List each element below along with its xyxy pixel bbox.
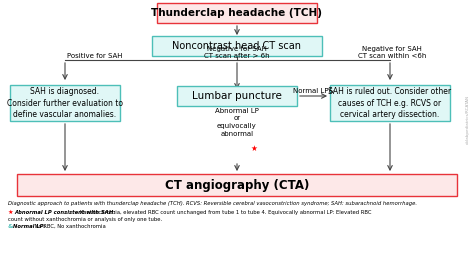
Text: Abnormal LP
or
equivocally
abnormal: Abnormal LP or equivocally abnormal [215,108,259,137]
Text: SAH is ruled out. Consider other
causes of TCH e.g. RCVS or
cervical artery diss: SAH is ruled out. Consider other causes … [328,87,452,118]
Text: CT angiography (CTA): CT angiography (CTA) [165,179,309,192]
Text: Positive for SAH: Positive for SAH [67,53,122,59]
Text: Abnormal LP consistent with SAH:: Abnormal LP consistent with SAH: [14,210,115,215]
FancyBboxPatch shape [152,36,322,56]
Text: No RBC, No xanthochromia: No RBC, No xanthochromia [33,224,106,229]
Text: Normal LP&: Normal LP& [293,88,334,94]
FancyBboxPatch shape [177,86,297,106]
Text: Negative for SAH
CT scan within <6h: Negative for SAH CT scan within <6h [358,46,426,59]
FancyBboxPatch shape [157,3,317,23]
Text: dxlabpediatrics/RCATAN: dxlabpediatrics/RCATAN [466,96,470,145]
Text: SAH is diagnosed.
Consider further evaluation to
define vascular anomalies.: SAH is diagnosed. Consider further evalu… [7,87,123,118]
FancyBboxPatch shape [17,174,457,196]
Text: Lumbar puncture: Lumbar puncture [192,91,282,101]
Text: Noncontrast head CT scan: Noncontrast head CT scan [173,41,301,51]
Text: ★: ★ [251,144,258,153]
Text: Normal LP:: Normal LP: [13,224,46,229]
Text: &: & [8,224,16,229]
Text: Diagnostic approach to patients with thunderclap headache (TCH). RCVS: Reversibl: Diagnostic approach to patients with thu… [8,201,417,206]
Text: count without xanthochromia or analysis of only one tube.: count without xanthochromia or analysis … [8,217,162,222]
FancyBboxPatch shape [10,85,120,121]
Text: Negative for SAH
CT scan after > 6h: Negative for SAH CT scan after > 6h [204,46,270,59]
Text: Thunderclap headache (TCH): Thunderclap headache (TCH) [152,8,322,18]
Text: ★: ★ [8,210,16,215]
Text: Xanthochromia, elevated RBC count unchanged from tube 1 to tube 4. Equivocally a: Xanthochromia, elevated RBC count unchan… [78,210,372,215]
FancyBboxPatch shape [330,85,450,121]
